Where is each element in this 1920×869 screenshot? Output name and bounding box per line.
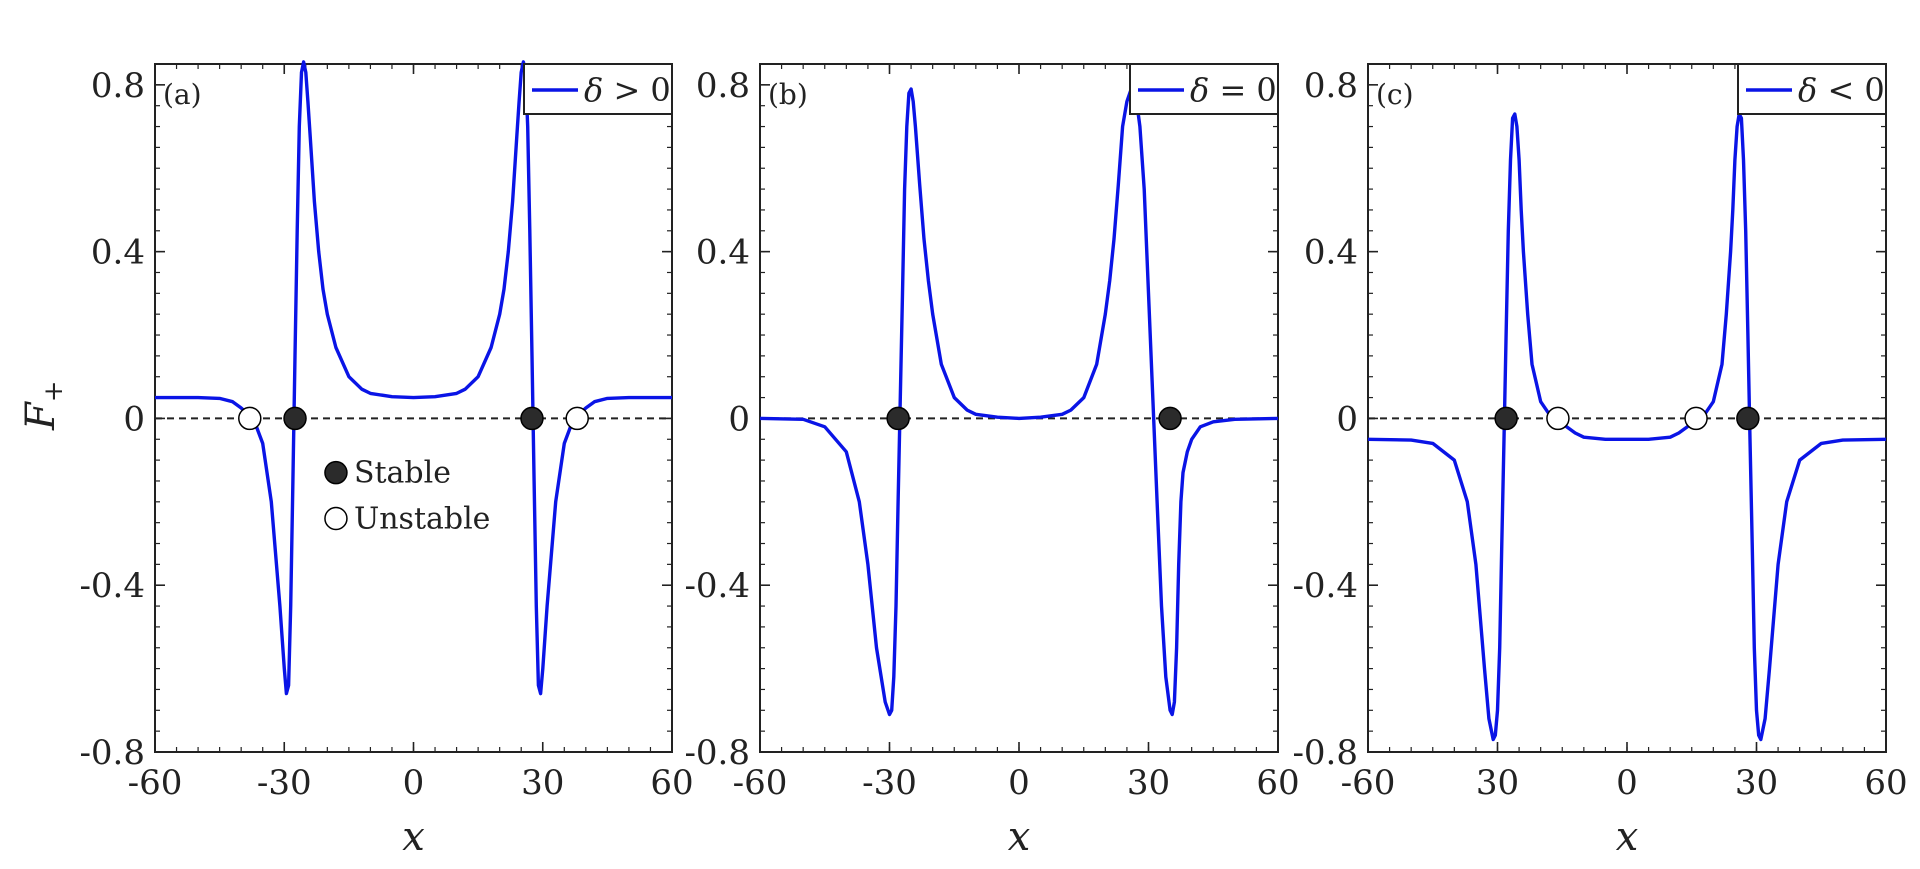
x-tick-label: 0	[403, 763, 425, 803]
stable-point	[283, 406, 307, 431]
y-tick-label: -0.4	[79, 566, 145, 606]
x-tick-label: 30	[1735, 763, 1778, 803]
legend-entry: δ = 0	[1190, 71, 1277, 109]
x-tick-label: 30	[521, 763, 564, 803]
plot-frame	[1367, 63, 1887, 753]
legend: δ = 0	[1129, 63, 1279, 115]
y-tick-label: -0.4	[684, 566, 750, 606]
x-axis-label: x	[402, 814, 425, 860]
y-tick-label: 0.4	[1304, 233, 1358, 273]
x-tick-label: -60	[1341, 763, 1396, 803]
stable-legend-marker	[324, 460, 348, 485]
x-tick-label: -60	[733, 763, 788, 803]
unstable-point	[1546, 406, 1570, 431]
legend-entry: δ > 0	[584, 71, 671, 109]
plot-frame	[759, 63, 1279, 753]
panel-label: (b)	[768, 78, 808, 111]
stable-point	[1158, 406, 1182, 431]
stable-legend-label: Stable	[354, 456, 451, 491]
y-tick-label: -0.8	[684, 733, 750, 773]
unstable-point	[1684, 406, 1708, 431]
stable-point	[886, 406, 910, 431]
y-tick-label: 0.4	[696, 233, 750, 273]
y-tick-label: 0	[728, 399, 750, 439]
x-tick-label: 60	[650, 763, 693, 803]
unstable-legend-label: Unstable	[354, 501, 491, 536]
y-tick-label: 0	[1336, 399, 1358, 439]
panel-b: -60 -30 0 30 60 -0.8 -0.4 0 0.4 0.8 x (b) δ = 0	[684, 63, 1300, 860]
legend-entry: δ < 0	[1798, 71, 1885, 109]
plot-frame	[154, 63, 673, 753]
series-line	[759, 87, 1279, 717]
x-tick-label: 60	[1864, 763, 1907, 803]
y-axis-label: F+	[18, 380, 69, 431]
x-tick-label: 0	[1616, 763, 1638, 803]
x-tick-label: 60	[1256, 763, 1299, 803]
series-line	[1367, 112, 1887, 742]
x-tick-label: -30	[862, 763, 917, 803]
y-tick-label: 0.8	[696, 66, 750, 106]
x-axis-label: x	[1616, 814, 1639, 860]
panels: -60 -30 0 30 60-0.8-0.400.40.8x(a) δ > 0Stabl…	[79, 60, 1908, 860]
legend: δ < 0	[1737, 63, 1887, 115]
unstable-point	[238, 406, 262, 431]
series-line	[155, 60, 672, 696]
unstable-legend-marker	[324, 506, 348, 531]
y-tick-label: 0	[123, 399, 145, 439]
y-tick-label: 0.8	[91, 66, 145, 106]
panel-c: -60 30 0 30 60 -0.8 -0.4 0 0.4 0.8 x (c) δ < 0	[1292, 63, 1908, 860]
y-tick-label: 0.4	[91, 233, 145, 273]
x-axis-label: x	[1008, 814, 1031, 860]
panel-label: (c)	[1376, 78, 1414, 111]
stable-point	[1494, 406, 1518, 431]
x-tick-label: 30	[1476, 763, 1519, 803]
y-tick-label: -0.4	[1292, 566, 1358, 606]
panel-a: -60 -30 0 30 60 -0.8 -0.4 0 0.4 0.8 x (a) δ > 0 Stabl…	[79, 60, 694, 860]
stable-point	[520, 406, 544, 431]
x-tick-label: 0	[1008, 763, 1030, 803]
x-tick-label: 30	[1127, 763, 1170, 803]
unstable-point	[565, 406, 589, 431]
x-tick-label: -30	[257, 763, 312, 803]
legend: δ > 0	[523, 63, 673, 115]
panel-label: (a)	[163, 78, 202, 111]
x-tick-label: -60	[128, 763, 183, 803]
y-tick-label: 0.8	[1304, 66, 1358, 106]
y-tick-label: -0.8	[79, 733, 145, 773]
stable-point	[1736, 406, 1760, 431]
y-tick-label: -0.8	[1292, 733, 1358, 773]
